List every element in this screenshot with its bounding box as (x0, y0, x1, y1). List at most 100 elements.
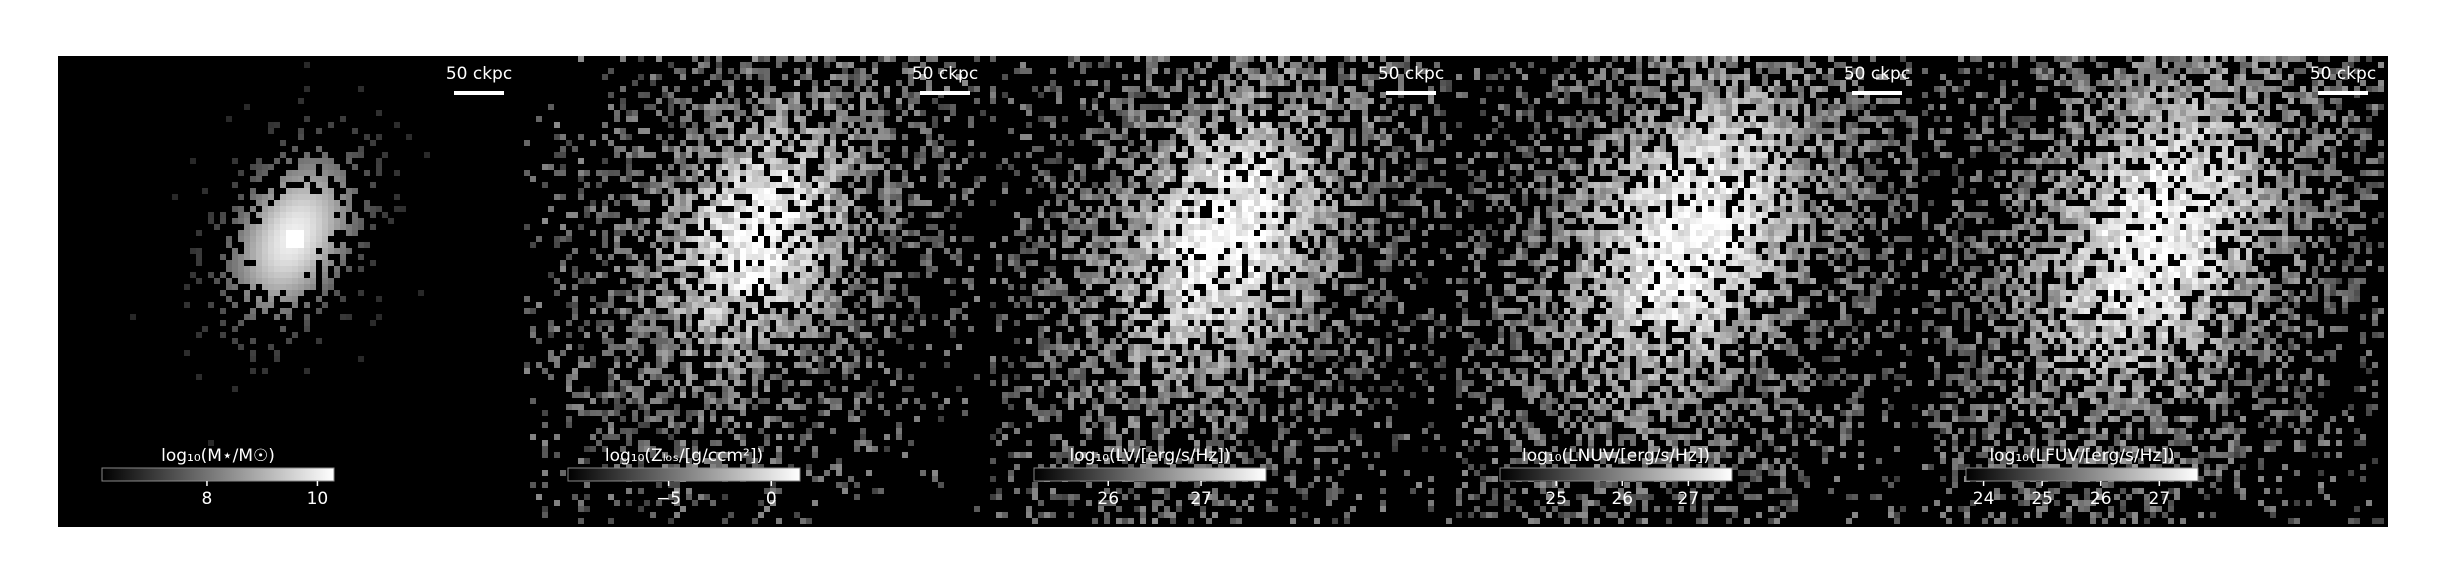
pixel (614, 224, 620, 230)
pixel (650, 80, 656, 86)
pixel (1206, 386, 1212, 392)
pixel (680, 200, 686, 206)
pixel (782, 128, 788, 134)
pixel (596, 392, 602, 398)
pixel (1074, 182, 1080, 188)
pixel (1128, 398, 1134, 404)
pixel (1128, 254, 1134, 260)
pixel (1254, 170, 1260, 176)
pixel (746, 458, 752, 464)
pixel (1188, 206, 1194, 212)
pixel (830, 104, 836, 110)
pixel (848, 248, 854, 254)
pixel (602, 134, 608, 140)
pixel (1164, 248, 1170, 254)
pixel (1110, 416, 1116, 422)
pixel (1080, 398, 1086, 404)
pixel (1212, 302, 1218, 308)
pixel (722, 200, 728, 206)
pixel (1056, 320, 1062, 326)
pixel (1386, 230, 1392, 236)
pixel (1200, 368, 1206, 374)
pixel (692, 350, 698, 356)
pixel (626, 158, 632, 164)
pixel (1332, 176, 1338, 182)
pixel (1434, 110, 1440, 116)
pixel (974, 56, 980, 62)
pixel (584, 278, 590, 284)
pixel (788, 344, 794, 350)
pixel (280, 266, 286, 272)
pixel (1212, 374, 1218, 380)
pixel (1398, 80, 1404, 86)
pixel (280, 272, 286, 278)
pixel (1266, 254, 1272, 260)
pixel (1314, 410, 1320, 416)
pixel (1092, 260, 1098, 266)
pixel (1134, 74, 1140, 80)
pixel (560, 470, 566, 476)
pixel (1050, 158, 1056, 164)
pixel (1080, 278, 1086, 284)
pixel (1200, 158, 1206, 164)
pixel (1068, 56, 1074, 62)
pixel (1224, 254, 1230, 260)
pixel (614, 110, 620, 116)
pixel (668, 392, 674, 398)
pixel (1086, 260, 1092, 266)
pixel (328, 260, 334, 266)
pixel (1176, 254, 1182, 260)
pixel (746, 236, 752, 242)
pixel (238, 194, 244, 200)
pixel (1134, 314, 1140, 320)
pixel (1206, 242, 1212, 248)
pixel (1158, 212, 1164, 218)
pixel (304, 314, 310, 320)
pixel (842, 164, 848, 170)
pixel (872, 62, 878, 68)
pixel (1278, 254, 1284, 260)
pixel (752, 518, 758, 524)
pixel (1194, 122, 1200, 128)
pixel (752, 464, 758, 470)
pixel (340, 296, 346, 302)
pixel (394, 206, 400, 212)
pixel (1068, 302, 1074, 308)
pixel (1206, 182, 1212, 188)
pixel (1152, 68, 1158, 74)
pixel (304, 182, 310, 188)
pixel (1236, 62, 1242, 68)
pixel (1278, 380, 1284, 386)
pixel (1206, 320, 1212, 326)
pixel (1188, 170, 1194, 176)
pixel (1236, 122, 1242, 128)
pixel (1188, 158, 1194, 164)
pixel (1158, 86, 1164, 92)
pixel (1170, 170, 1176, 176)
pixel (1326, 86, 1332, 92)
pixel (716, 92, 722, 98)
pixel (548, 356, 554, 362)
pixel (322, 290, 328, 296)
pixel (812, 98, 818, 104)
pixel (1326, 350, 1332, 356)
pixel (890, 320, 896, 326)
pixel (1200, 248, 1206, 254)
pixel (878, 254, 884, 260)
pixel (596, 302, 602, 308)
pixel (304, 170, 310, 176)
pixel (1134, 284, 1140, 290)
pixel (800, 272, 806, 278)
pixel (902, 134, 908, 140)
pixel (818, 182, 824, 188)
pixel (1092, 362, 1098, 368)
pixel (680, 386, 686, 392)
pixel (304, 206, 310, 212)
pixel (1104, 428, 1110, 434)
pixel (1218, 74, 1224, 80)
pixel (884, 272, 890, 278)
pixel (1206, 356, 1212, 362)
pixel (1290, 230, 1296, 236)
pixel (358, 242, 364, 248)
pixel (1170, 164, 1176, 170)
